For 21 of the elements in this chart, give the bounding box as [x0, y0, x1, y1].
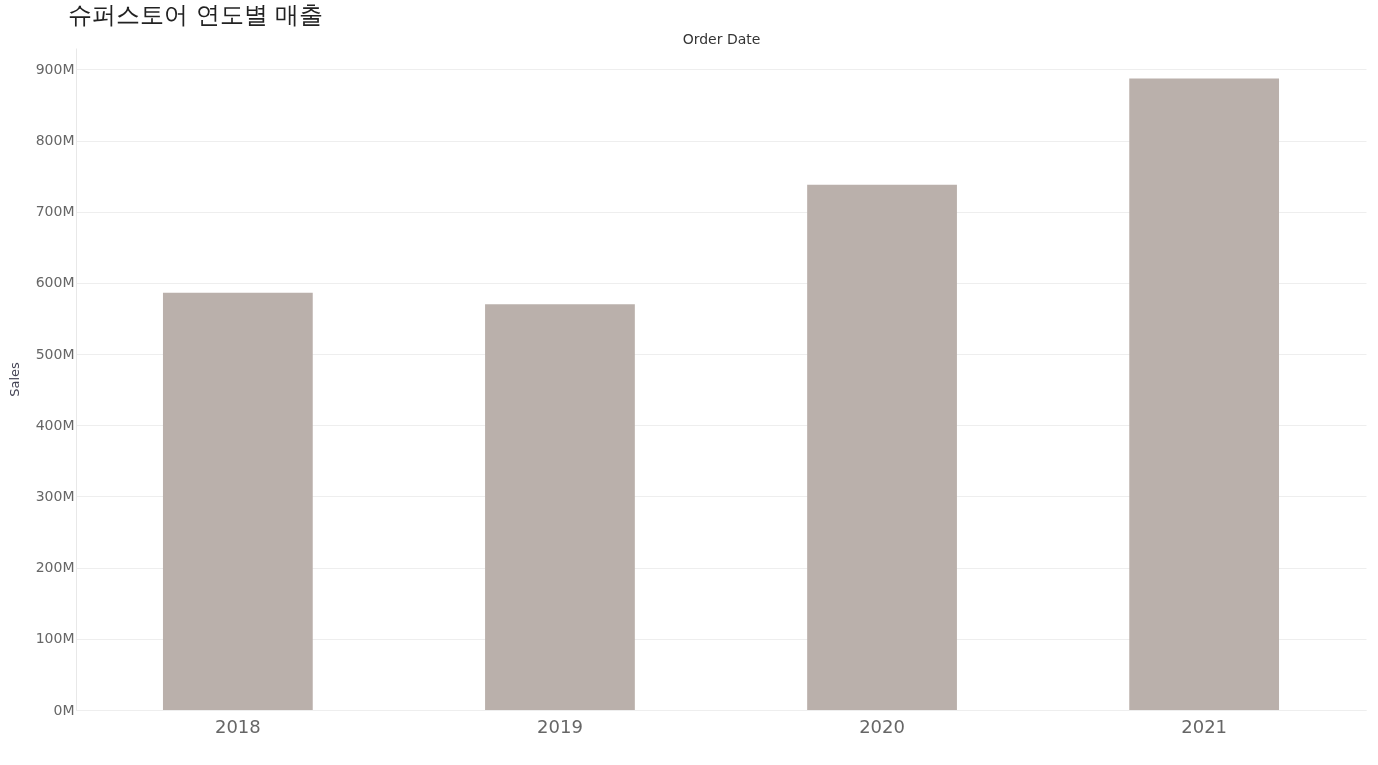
x-tick-label: 2019 [537, 715, 583, 737]
x-tick-label: 2018 [214, 715, 261, 737]
bar [485, 304, 635, 710]
y-tick-label: 0M [53, 701, 75, 718]
y-tick-label: 900M [35, 60, 75, 77]
y-tick-label: 200M [35, 559, 75, 576]
bar [162, 292, 313, 710]
x-axis-title: Order Date [682, 30, 761, 47]
x-tick-label: 2020 [859, 715, 905, 737]
y-tick-label: 500M [35, 345, 75, 362]
y-tick-label: 300M [35, 487, 75, 504]
y-axis-title: Sales [6, 361, 22, 397]
bar [1129, 78, 1280, 710]
chart-title: 슈퍼스토어 연도별 매출 [68, 1, 324, 29]
y-tick-label: 700M [35, 203, 75, 220]
y-tick-label: 800M [35, 132, 75, 149]
x-tick-label: 2021 [1181, 715, 1228, 737]
y-tick-label: 100M [35, 630, 75, 647]
y-tick-label: 600M [35, 274, 75, 291]
bar [807, 184, 957, 710]
y-tick-label: 400M [35, 416, 75, 433]
